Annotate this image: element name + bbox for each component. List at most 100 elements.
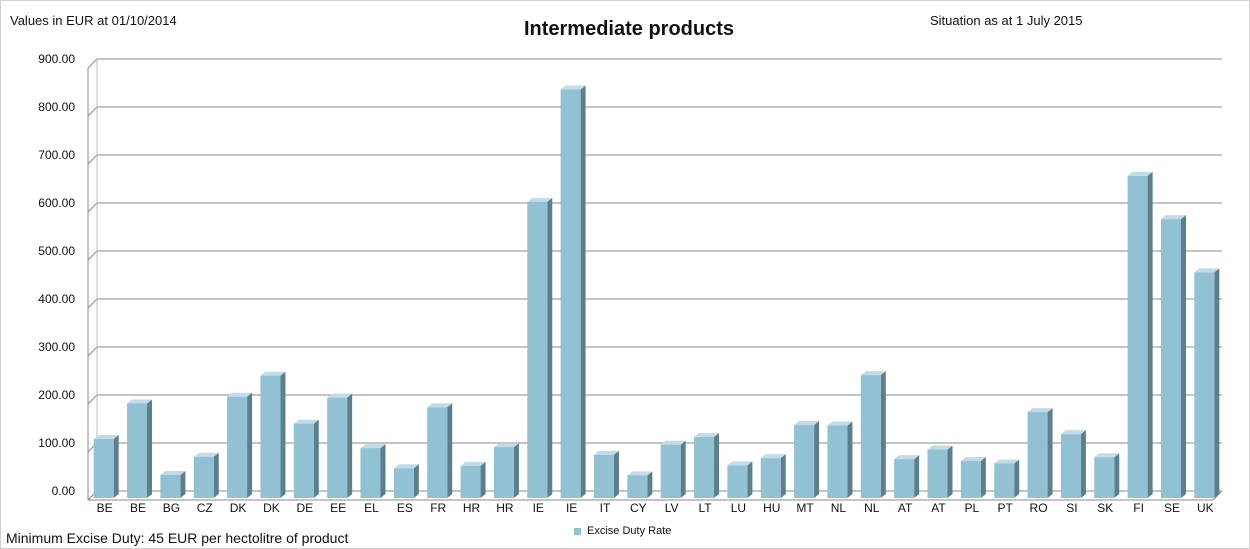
x-tick-label: DK xyxy=(263,501,280,515)
bar xyxy=(1194,268,1220,498)
bar-side xyxy=(280,371,286,498)
y-tick-label: 300.00 xyxy=(38,340,75,354)
x-tick-label: LT xyxy=(698,501,712,515)
bar-side xyxy=(847,421,853,498)
y-tick-label: 100.00 xyxy=(38,436,75,450)
bar-front xyxy=(1194,272,1215,498)
x-tick-label: DK xyxy=(230,501,247,515)
bar-front xyxy=(460,465,481,498)
bar-top xyxy=(1027,408,1053,413)
bar-top xyxy=(327,393,353,398)
x-tick-label: HR xyxy=(496,501,514,515)
x-tick-label: SE xyxy=(1164,501,1180,515)
bar xyxy=(293,419,319,498)
bar-side xyxy=(547,197,553,498)
bar-side xyxy=(814,421,820,498)
bar-side xyxy=(247,392,253,498)
bar-side xyxy=(480,461,486,498)
gridline-side xyxy=(87,250,98,261)
bar-side xyxy=(347,393,353,498)
bar-front xyxy=(894,459,915,498)
bar-side xyxy=(780,454,786,498)
bar-top xyxy=(894,455,920,460)
x-tick-label: FI xyxy=(1133,501,1144,515)
bar-front xyxy=(93,438,114,498)
bar xyxy=(327,393,353,498)
bar-side xyxy=(980,457,986,498)
bar xyxy=(427,403,453,498)
bar xyxy=(127,399,153,498)
y-tick-label: 500.00 xyxy=(38,244,75,258)
bar-front xyxy=(593,454,614,498)
bar-top xyxy=(260,371,286,376)
bar-top xyxy=(1094,453,1120,458)
x-tick-label: IE xyxy=(566,501,577,515)
bar-front xyxy=(627,475,648,498)
bar-front xyxy=(427,407,448,498)
bar-top xyxy=(160,470,186,475)
bar-top xyxy=(493,443,519,448)
bar xyxy=(1060,430,1086,498)
x-tick-label: IT xyxy=(600,501,611,515)
minimum-duty-note: Minimum Excise Duty: 45 EUR per hectolit… xyxy=(6,530,349,546)
bar-front xyxy=(127,403,148,498)
bar-side xyxy=(180,470,186,498)
y-tick-label: 800.00 xyxy=(38,100,75,114)
bar xyxy=(160,470,186,498)
bar-side xyxy=(880,371,886,498)
bar-top xyxy=(660,440,686,445)
x-tick-label: EL xyxy=(364,501,379,515)
y-tick-label: 600.00 xyxy=(38,196,75,210)
bar-top xyxy=(227,392,253,397)
x-tick-label: BE xyxy=(130,501,146,515)
bar xyxy=(1094,453,1120,498)
bar-side xyxy=(747,461,753,498)
bar-front xyxy=(1094,457,1115,498)
bar-front xyxy=(760,458,781,498)
x-axis-ticks: BE BE BG CZ DK DK DE EE EL ES FR HR HR IE IE IT CY LV LT LU… xyxy=(97,501,1214,515)
bars xyxy=(93,85,1220,499)
bar-front xyxy=(360,448,381,498)
bar-side xyxy=(213,452,219,498)
bar xyxy=(827,421,853,498)
bar-side xyxy=(513,443,519,498)
bar-top xyxy=(727,461,753,466)
bar-side xyxy=(1014,459,1020,498)
bar-side xyxy=(647,471,653,498)
bar-top xyxy=(994,459,1020,464)
gridline-side xyxy=(87,154,98,165)
x-tick-label: ES xyxy=(397,501,413,515)
bar-top xyxy=(1194,268,1220,273)
bar-side xyxy=(947,445,953,498)
gridline-side xyxy=(87,346,98,357)
bar-front xyxy=(260,375,281,498)
bar xyxy=(260,371,286,498)
bar xyxy=(860,371,886,498)
gridline-side xyxy=(87,394,98,405)
legend: Excise Duty Rate xyxy=(574,525,671,537)
x-tick-label: EE xyxy=(330,501,346,515)
x-tick-label: AT xyxy=(898,501,913,515)
bar-front xyxy=(1160,219,1181,498)
x-tick-label: IE xyxy=(533,501,544,515)
bar-front xyxy=(727,465,748,498)
bar-top xyxy=(127,399,153,404)
bar-top xyxy=(694,433,720,438)
x-tick-label: PT xyxy=(998,501,1014,515)
bar xyxy=(694,433,720,498)
situation-date-note: Situation as at 1 July 2015 xyxy=(930,13,1083,28)
bar-front xyxy=(794,425,815,498)
bar-top xyxy=(393,464,419,469)
bar-side xyxy=(113,434,119,498)
bar-front xyxy=(327,397,348,498)
x-tick-label: LU xyxy=(731,501,746,515)
bar xyxy=(93,434,119,498)
bar-top xyxy=(593,450,619,455)
bar xyxy=(527,197,553,498)
bar-side xyxy=(413,464,419,498)
bar-top xyxy=(627,471,653,476)
bar xyxy=(994,459,1020,498)
bar-top xyxy=(860,371,886,376)
bar-top xyxy=(460,461,486,466)
bar-front xyxy=(660,444,681,498)
